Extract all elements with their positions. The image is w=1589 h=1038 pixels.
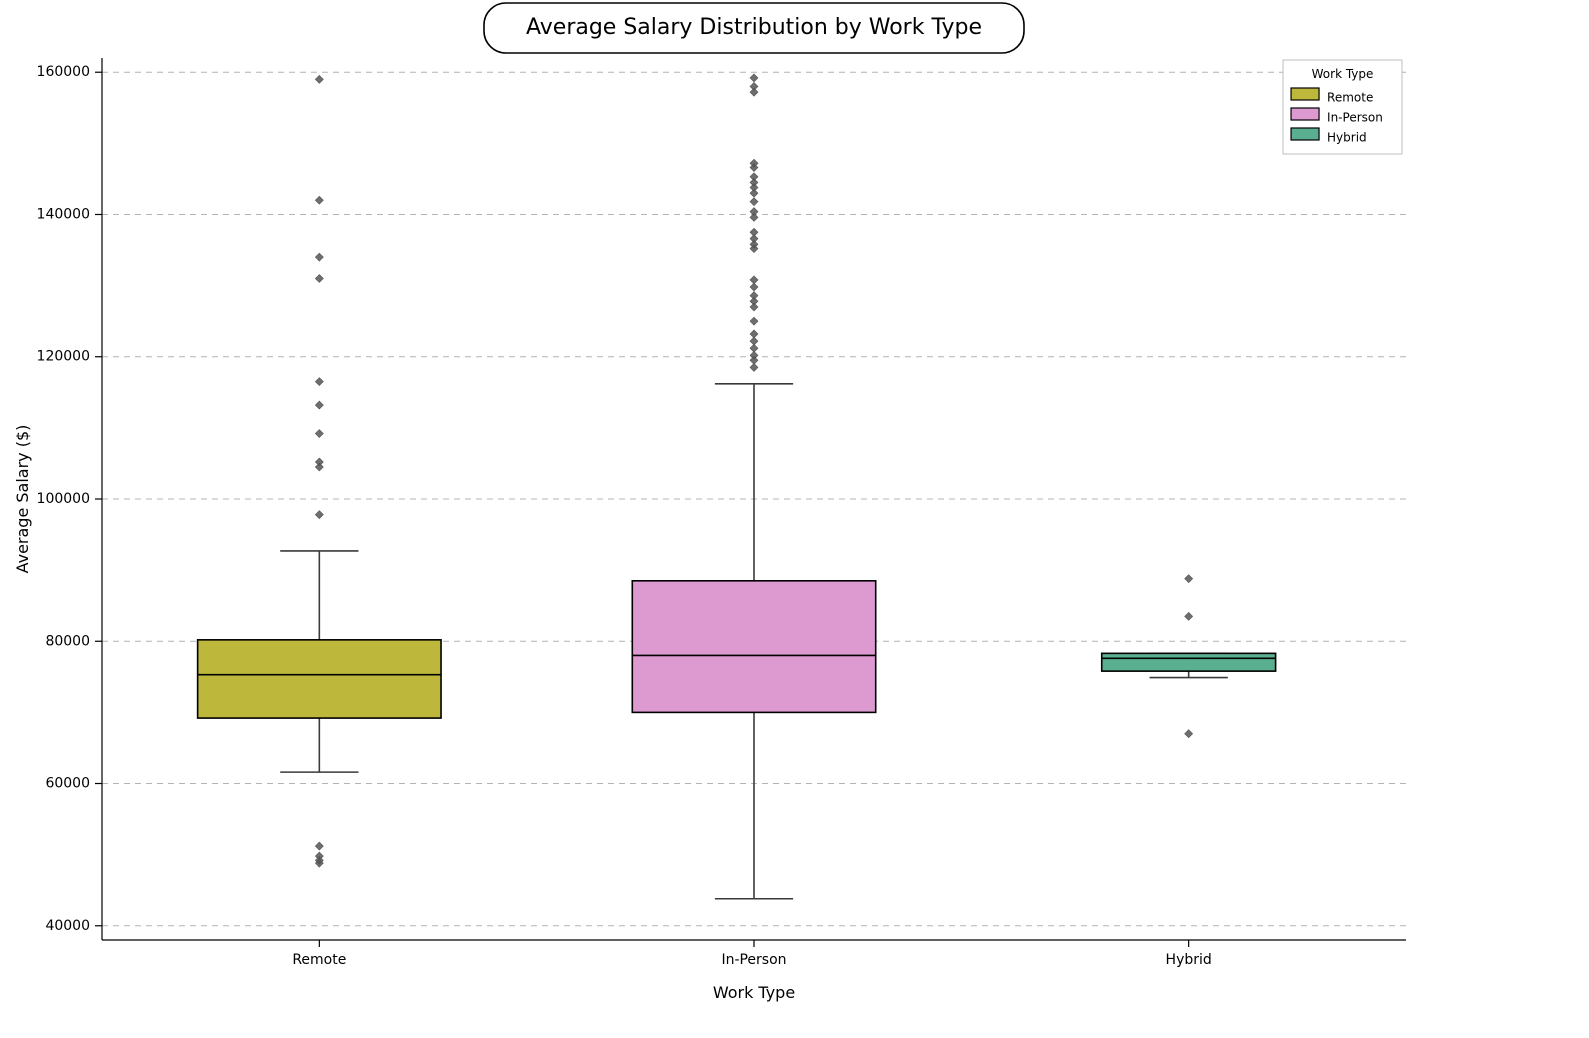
svg-text:Average Salary Distribution by: Average Salary Distribution by Work Type — [526, 15, 982, 40]
svg-text:In-Person: In-Person — [721, 952, 786, 968]
svg-text:80000: 80000 — [45, 633, 90, 649]
chart-container: 40000 60000 80000 100000 120000 140000 160000 R… — [0, 0, 1589, 1038]
svg-text:Average Salary ($): Average Salary ($) — [13, 425, 32, 574]
svg-text:120000: 120000 — [37, 349, 90, 365]
svg-text:Remote: Remote — [1327, 91, 1373, 105]
boxplot-svg: 40000 60000 80000 100000 120000 140000 160000 R… — [0, 0, 1589, 1038]
svg-text:Work Type: Work Type — [713, 983, 795, 1002]
svg-text:Work Type: Work Type — [1312, 67, 1374, 81]
svg-text:In-Person: In-Person — [1327, 111, 1383, 125]
svg-text:60000: 60000 — [45, 776, 90, 792]
svg-text:100000: 100000 — [37, 491, 90, 507]
svg-text:Remote: Remote — [292, 952, 346, 968]
svg-text:Hybrid: Hybrid — [1166, 952, 1212, 968]
svg-text:40000: 40000 — [45, 918, 90, 934]
svg-text:140000: 140000 — [37, 206, 90, 222]
svg-text:Hybrid: Hybrid — [1327, 131, 1367, 145]
svg-text:160000: 160000 — [37, 64, 90, 80]
